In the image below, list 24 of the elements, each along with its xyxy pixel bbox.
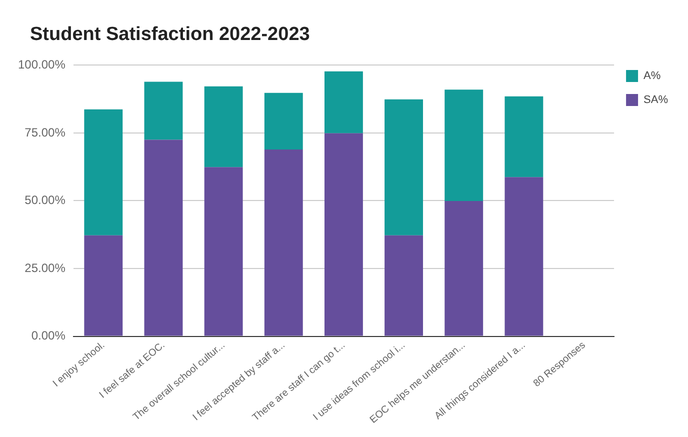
bar [264,92,303,150]
bar [384,235,424,336]
legend-label: A% [644,70,661,82]
y-tick-label: 25.00% [24,260,66,275]
bar [504,96,544,178]
bar [264,150,303,336]
y-tick-label: 100.00% [18,58,66,72]
bar [84,109,123,236]
bar [144,140,183,336]
bar [204,167,243,336]
bar [324,71,363,134]
y-tick-label: 0.00% [31,328,66,343]
legend-label: SA% [644,94,668,106]
y-tick-label: 75.00% [24,125,66,140]
bar [84,235,123,336]
bar [444,90,484,202]
bar [444,201,484,336]
bar [504,177,544,336]
chart-title: Student Satisfaction 2022-2023 [30,24,310,46]
y-tick-label: 50.00% [24,193,66,208]
bar [204,86,243,168]
bar [324,133,363,336]
bar [384,99,424,236]
bar [144,82,183,140]
